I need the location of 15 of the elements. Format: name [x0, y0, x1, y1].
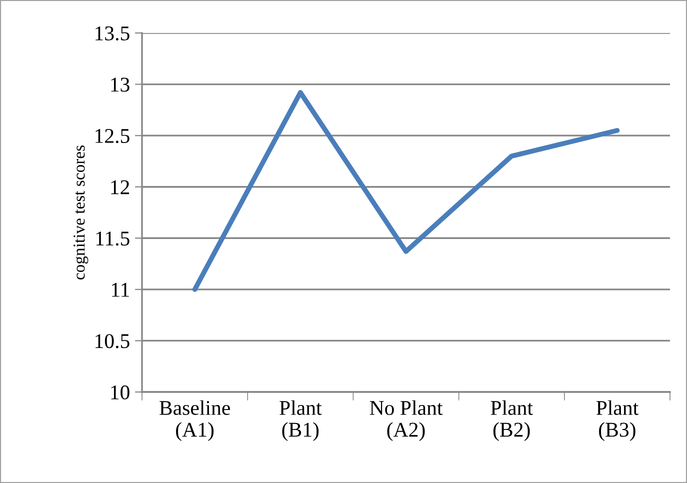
- line-series: [192, 90, 620, 292]
- x-tick-label: Plant (B3): [596, 400, 638, 442]
- y-axis-title: cognitive test scores: [74, 146, 88, 280]
- y-tick-label: 10: [111, 385, 130, 400]
- y-tick-label: 13.5: [96, 26, 130, 41]
- y-tick-label: 12: [111, 180, 130, 194]
- y-tick-label: 10.5: [96, 334, 130, 348]
- y-tick-label: 13: [111, 78, 130, 92]
- x-tick-label: Baseline (A1): [160, 400, 230, 442]
- y-tick-label: 11.5: [96, 232, 130, 246]
- x-tick-label: No Plant (A2): [370, 400, 443, 442]
- y-tick-label: 11: [112, 282, 129, 297]
- x-tick-label: Plant (B1): [280, 400, 322, 442]
- y-tick-label: 12.5: [96, 129, 130, 144]
- x-tick-label: Plant (B2): [490, 400, 533, 442]
